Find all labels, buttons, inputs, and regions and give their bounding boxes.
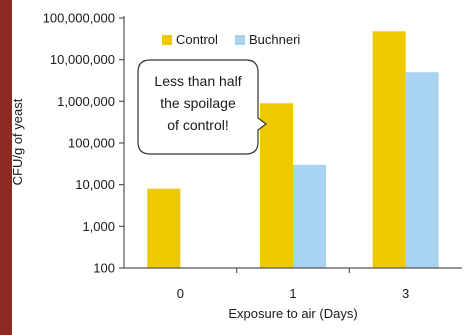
callout-line-1: Less than half [154,73,241,89]
legend-label-control: Control [176,32,218,47]
legend: Control Buchneri [162,32,300,47]
y-tick-label: 10,000,000 [50,52,115,67]
bar-buchneri-day-1 [293,164,326,268]
y-ticks-layer: 100 1,000 10,000 100,000 1,000,000 10,000,000… [43,11,124,276]
bars-layer [147,31,439,268]
left-accent-bar [0,0,12,335]
callout-bubble: Less than half the spoilage of control! [137,59,267,155]
x-tick-label: 1 [289,286,296,301]
bar-control-day-1 [260,103,293,268]
x-tick-label: 3 [402,286,409,301]
bar-buchneri-day-3 [405,72,439,268]
x-tick-label: 0 [177,286,184,301]
legend-swatch-buchneri [235,35,245,45]
legend-label-buchneri: Buchneri [249,32,300,47]
y-tick-label: 100,000 [68,136,115,151]
x-axis-title: Exposure to air (Days) [228,306,357,321]
y-tick-label: 100,000,000 [43,11,115,26]
legend-swatch-control [162,35,172,45]
y-tick-label: 100 [93,261,115,276]
x-ticks-layer: 0 1 3 [177,268,409,301]
y-axis-title: CFU/g of yeast [10,98,25,185]
callout-line-2: the spoilage [160,95,236,111]
y-tick-label: 10,000 [75,177,115,192]
bar-control-day-3 [372,31,406,268]
y-tick-label: 1,000,000 [57,94,115,109]
bar-control-day-0 [147,188,181,268]
callout-outline [137,59,267,155]
y-tick-label: 1,000 [82,219,115,234]
callout-line-3: of control! [167,117,228,133]
